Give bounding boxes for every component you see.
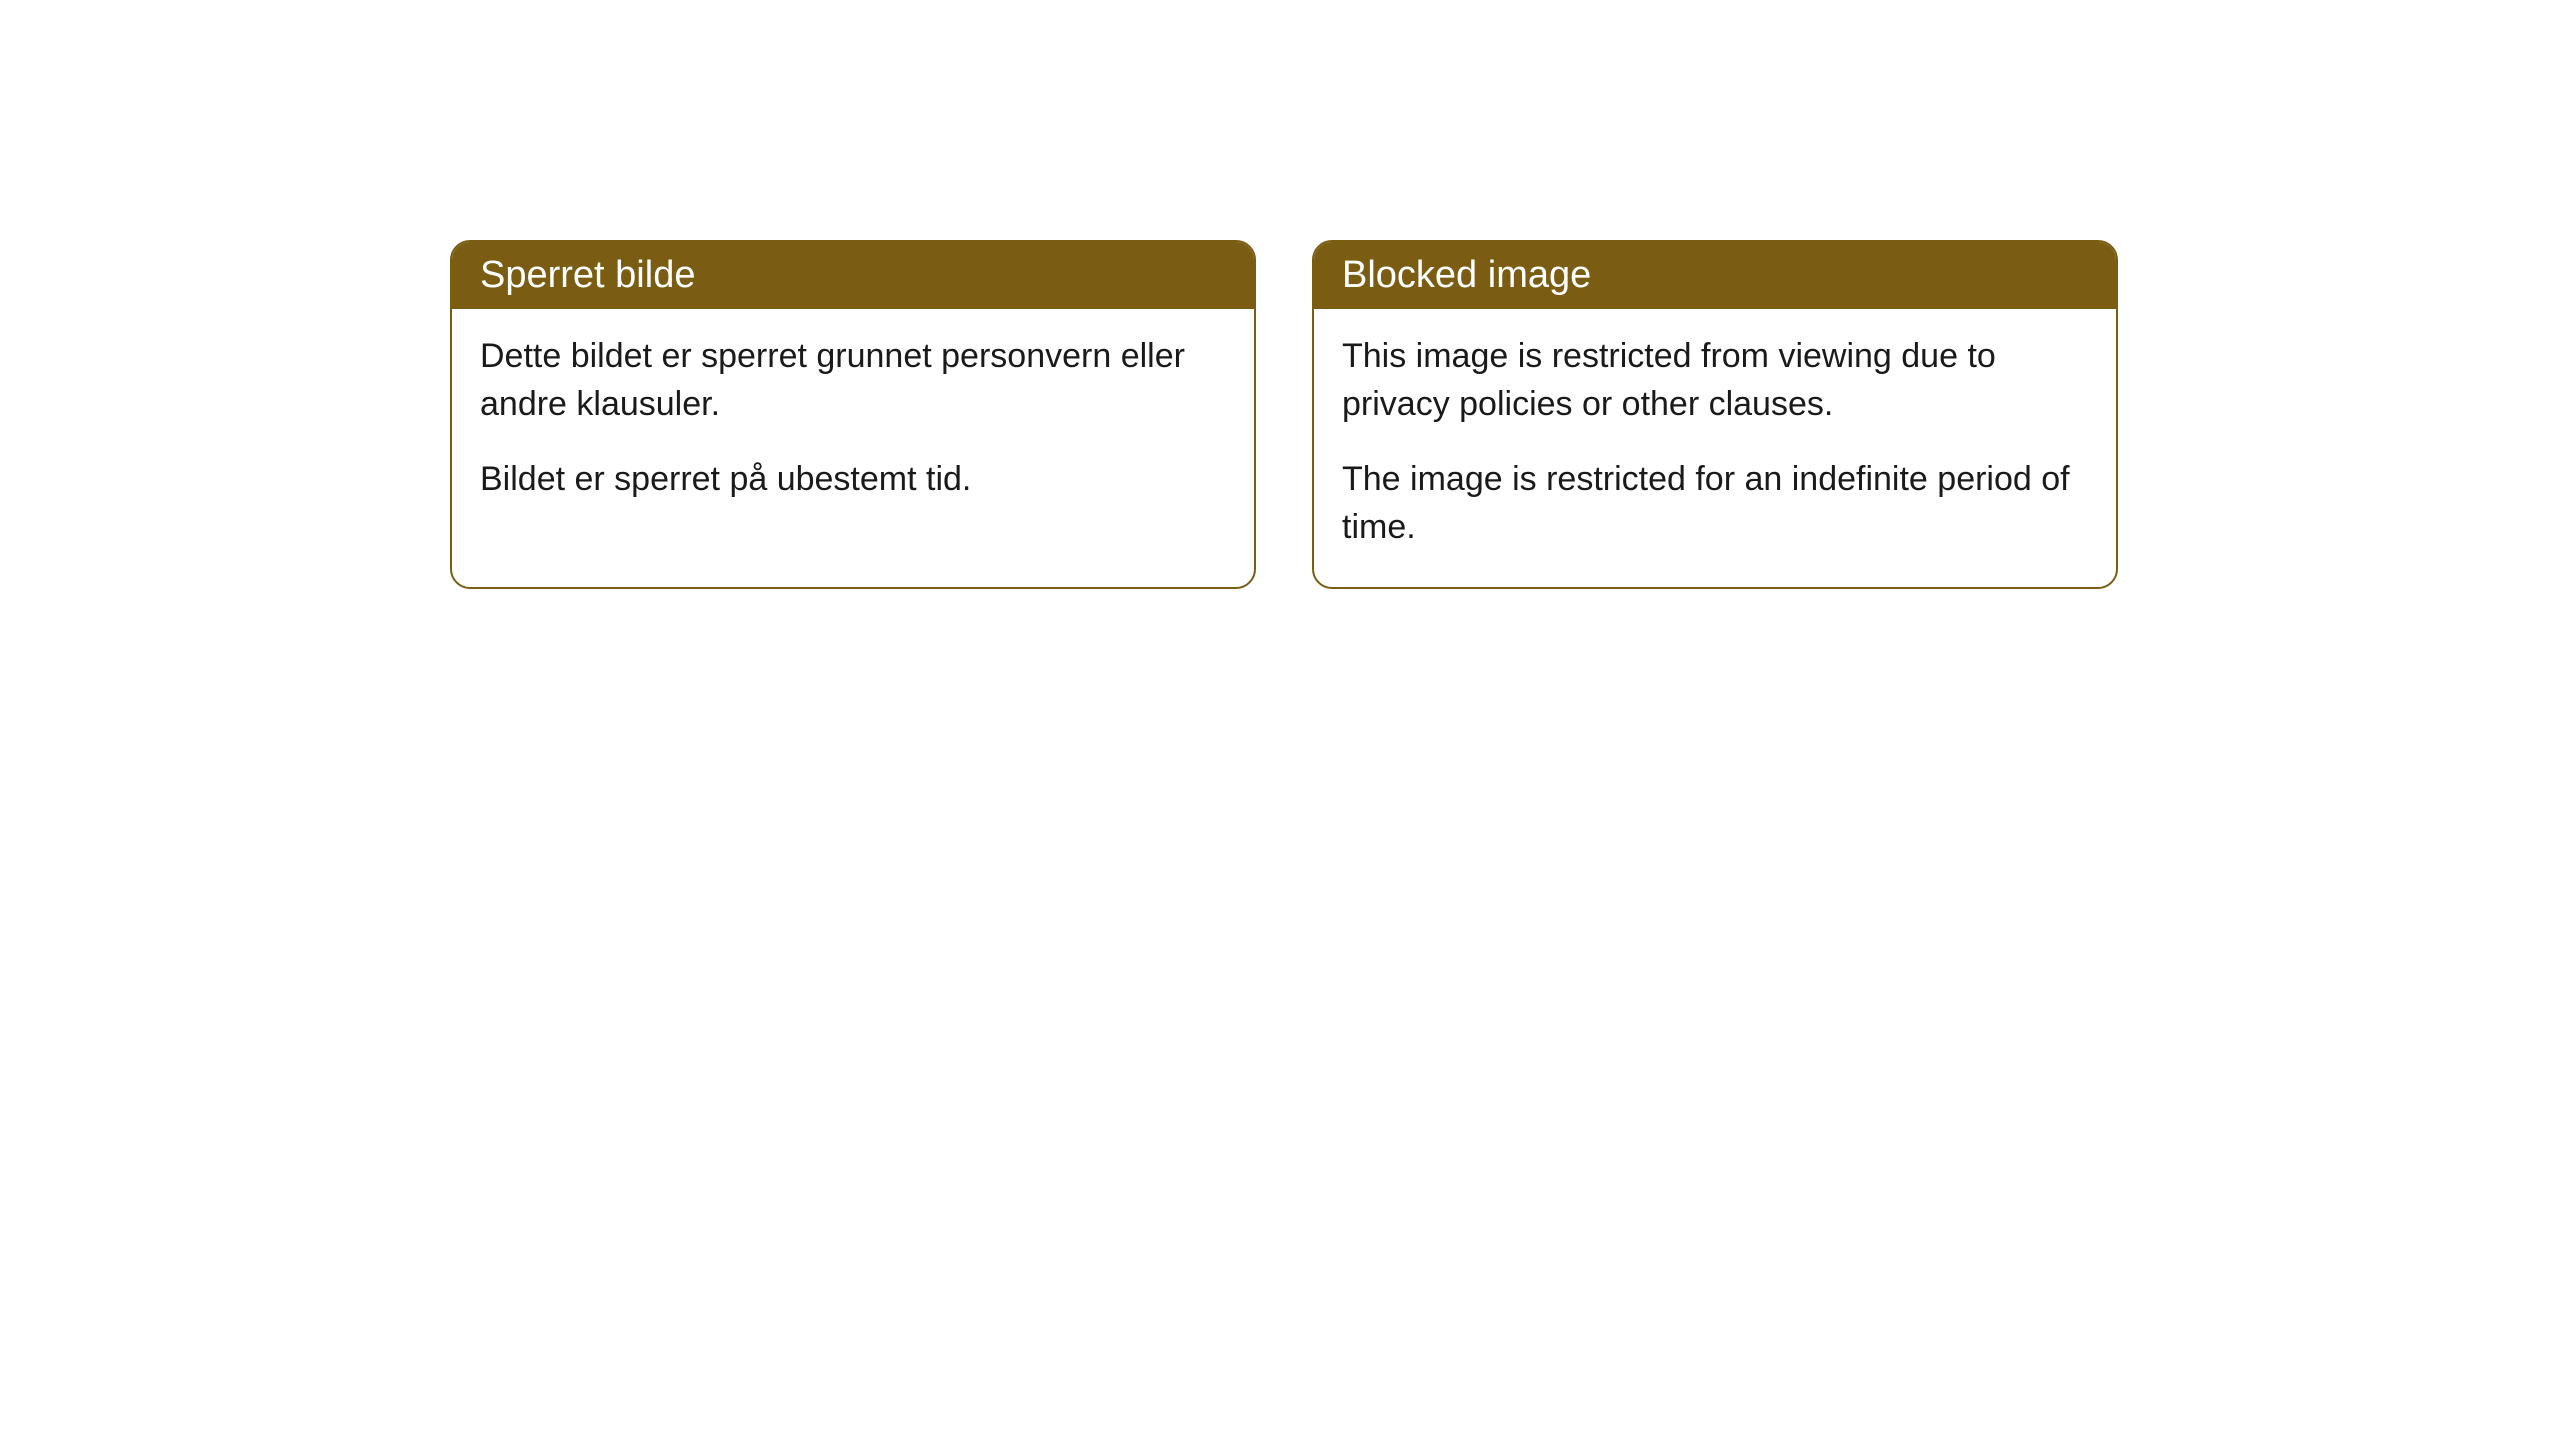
card-header: Sperret bilde — [452, 242, 1254, 309]
blocked-image-card-en: Blocked image This image is restricted f… — [1312, 240, 2118, 589]
blocked-image-card-no: Sperret bilde Dette bildet er sperret gr… — [450, 240, 1256, 589]
card-title: Sperret bilde — [480, 254, 695, 296]
card-body: This image is restricted from viewing du… — [1314, 309, 2116, 587]
card-title: Blocked image — [1342, 254, 1591, 296]
card-paragraph-2: Bildet er sperret på ubestemt tid. — [480, 456, 1226, 504]
card-header: Blocked image — [1314, 242, 2116, 309]
card-body: Dette bildet er sperret grunnet personve… — [452, 309, 1254, 540]
card-paragraph-1: Dette bildet er sperret grunnet personve… — [480, 333, 1226, 428]
card-paragraph-1: This image is restricted from viewing du… — [1342, 333, 2088, 428]
card-paragraph-2: The image is restricted for an indefinit… — [1342, 456, 2088, 551]
info-cards-container: Sperret bilde Dette bildet er sperret gr… — [450, 240, 2118, 589]
